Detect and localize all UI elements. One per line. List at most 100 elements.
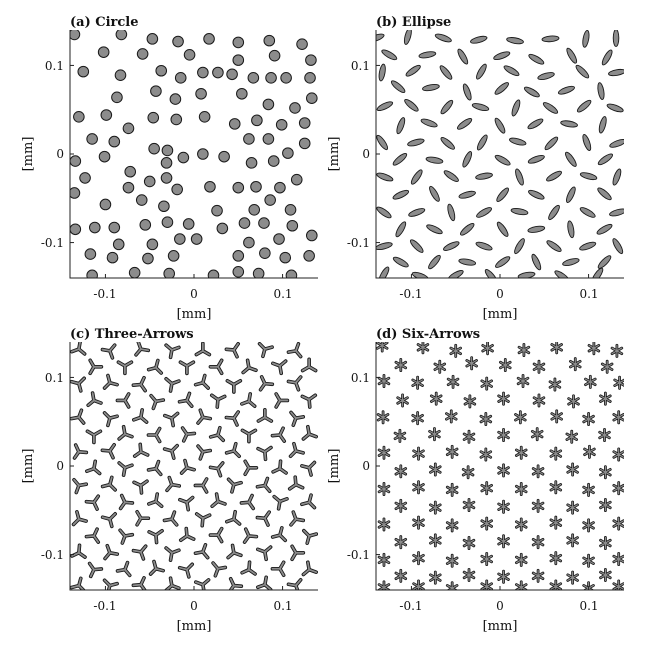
x-axis-label: [mm]	[483, 307, 518, 322]
six-arrow-particle	[600, 359, 614, 374]
circle-particle	[111, 91, 123, 104]
six-arrow-particle	[497, 428, 510, 442]
six-arrow-particle	[480, 481, 493, 496]
three-arrow-particle	[131, 544, 148, 561]
circle-particle	[171, 183, 183, 196]
y-axis-label: [mm]	[327, 449, 342, 484]
ellipse-particle	[495, 256, 511, 268]
ellipse-particle	[457, 48, 469, 65]
ellipse-particle	[548, 204, 560, 221]
ellipse-particle	[392, 256, 409, 268]
six-arrow-particle	[613, 375, 624, 390]
three-arrow-particle	[271, 459, 288, 475]
three-arrow-particle	[208, 358, 224, 376]
six-arrow-particle	[411, 375, 424, 390]
three-arrow-particle	[255, 476, 272, 494]
six-arrow-particle	[394, 535, 408, 550]
circle-particle	[284, 204, 297, 216]
circle-particle	[248, 204, 261, 216]
three-arrow-particle	[208, 526, 224, 544]
circle-particle	[135, 194, 148, 206]
ellipse-particle	[541, 35, 560, 43]
circle-particle	[247, 72, 260, 84]
circle-particle	[268, 49, 281, 62]
three-arrow-particle	[208, 461, 225, 478]
ellipse-particle	[493, 51, 511, 61]
six-arrow-particle	[599, 536, 612, 551]
three-arrow-particle	[258, 375, 275, 392]
three-arrow-particle	[239, 493, 256, 511]
circle-particle	[259, 247, 271, 259]
ellipse-particle	[562, 258, 580, 266]
six-arrow-particle	[429, 391, 443, 406]
circle-particle	[232, 181, 245, 194]
ellipse-particle	[606, 103, 624, 113]
three-arrow-particle	[70, 543, 87, 559]
circle-particle	[183, 49, 196, 61]
ellipse-particle	[527, 118, 544, 130]
three-arrow-particle	[162, 510, 179, 527]
ellipse-particle	[447, 269, 464, 278]
ellipse-particle	[378, 63, 386, 82]
circle-particle	[182, 218, 195, 230]
ellipse-particle	[443, 241, 460, 251]
three-arrow-particle	[164, 377, 181, 393]
six-arrow-particle	[566, 533, 579, 548]
three-arrow-particle	[256, 445, 273, 462]
circle-particle	[289, 102, 301, 114]
three-arrow-particle	[240, 392, 257, 408]
circle-particle	[262, 133, 275, 145]
ellipse-particle	[579, 172, 598, 181]
ellipse-particle	[575, 64, 590, 79]
ellipse-particle	[576, 99, 592, 113]
circle-particle	[122, 181, 135, 194]
three-arrow-particle	[300, 460, 317, 477]
three-arrow-particle	[100, 475, 117, 492]
three-arrow-particle	[164, 546, 181, 562]
circle-particle	[218, 150, 230, 163]
six-arrow-particle	[394, 358, 408, 373]
marks-group	[70, 30, 318, 278]
three-arrow-particle	[242, 527, 259, 544]
ellipse-particle	[597, 82, 605, 100]
three-arrow-particle	[71, 510, 88, 527]
three-arrow-particle	[301, 424, 318, 441]
y-tick-label: -0.1	[347, 548, 370, 562]
x-axis-label: [mm]	[483, 619, 518, 634]
circle-particle	[142, 252, 154, 265]
ticks-group	[70, 376, 284, 590]
x-tick-label: 0	[190, 287, 198, 301]
ellipse-particle	[582, 133, 592, 151]
ellipse-particle	[560, 120, 578, 128]
circle-particle	[304, 72, 316, 84]
circle-particle	[106, 251, 119, 264]
circle-particle	[170, 113, 183, 126]
three-arrow-particle	[163, 411, 180, 428]
six-arrow-particle	[480, 516, 493, 531]
three-arrow-particle	[131, 576, 147, 590]
six-arrow-particle	[567, 394, 580, 409]
circle-particle	[197, 66, 209, 79]
three-arrow-particle	[256, 545, 273, 562]
three-arrow-particle	[164, 343, 181, 360]
three-arrow-particle	[257, 342, 274, 359]
six-arrow-particle	[599, 391, 612, 406]
three-arrow-particle	[134, 342, 151, 357]
ellipse-particle	[609, 208, 624, 217]
ellipse-particle	[612, 30, 620, 47]
circle-particle	[267, 155, 280, 167]
circle-particle	[212, 66, 224, 79]
three-arrow-particle	[210, 492, 227, 509]
x-tick-label: -0.1	[399, 599, 422, 613]
circle-particle	[174, 233, 186, 245]
six-arrow-particle	[549, 579, 563, 590]
circle-particle	[86, 133, 98, 145]
circle-particle	[161, 144, 174, 157]
six-arrow-particle	[550, 409, 563, 424]
six-arrow-particle	[377, 552, 391, 567]
circle-particle	[198, 111, 211, 123]
three-arrow-particle	[193, 477, 209, 494]
six-arrow-particle	[480, 376, 493, 391]
ellipse-particle	[579, 207, 596, 218]
ellipse-particle	[528, 189, 545, 200]
